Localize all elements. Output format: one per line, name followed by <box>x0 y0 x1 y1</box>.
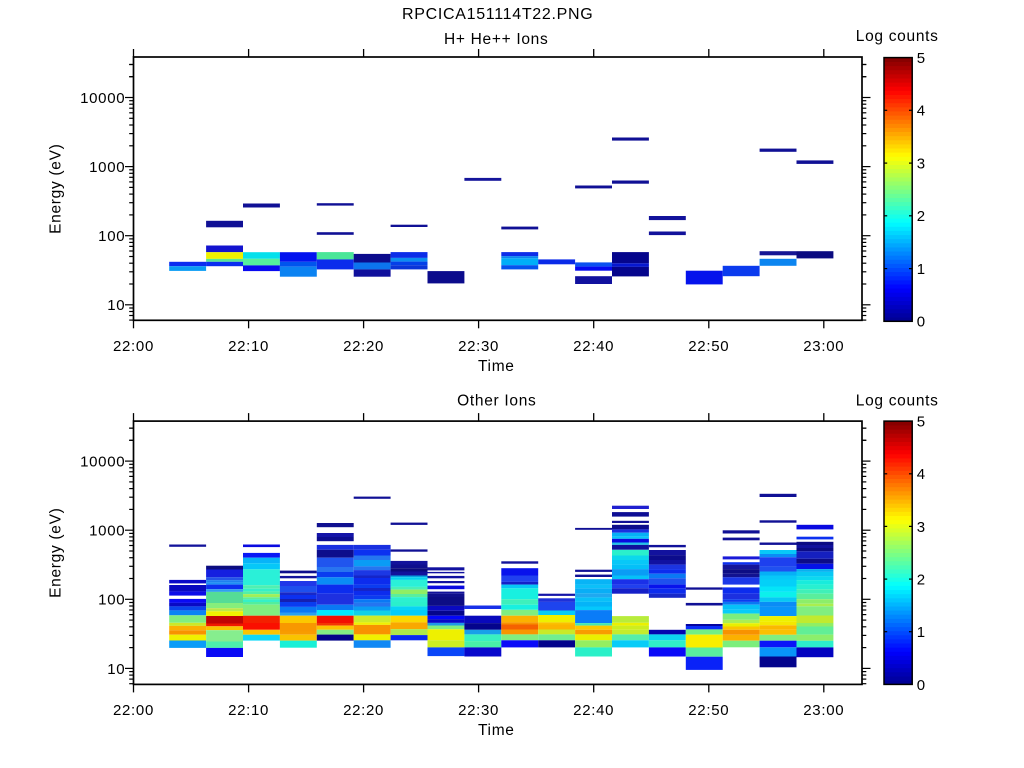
svg-text:1000: 1000 <box>89 523 125 540</box>
svg-text:22:30: 22:30 <box>458 338 499 355</box>
svg-text:22:50: 22:50 <box>688 702 729 719</box>
svg-text:3: 3 <box>917 156 926 173</box>
svg-text:Log counts: Log counts <box>856 393 939 410</box>
svg-text:4: 4 <box>917 103 926 120</box>
svg-text:1: 1 <box>917 261 926 278</box>
svg-text:23:00: 23:00 <box>803 338 844 355</box>
svg-text:H+ He++ Ions: H+ He++ Ions <box>444 31 548 48</box>
svg-text:100: 100 <box>98 228 125 245</box>
svg-text:2: 2 <box>917 572 926 589</box>
svg-text:22:30: 22:30 <box>458 702 499 719</box>
svg-text:3: 3 <box>917 519 926 536</box>
svg-text:10: 10 <box>107 661 125 678</box>
svg-text:1000: 1000 <box>89 159 125 176</box>
svg-text:100: 100 <box>98 592 125 609</box>
svg-text:10000: 10000 <box>80 90 125 107</box>
svg-text:22:20: 22:20 <box>343 338 384 355</box>
svg-text:22:10: 22:10 <box>228 702 269 719</box>
svg-text:22:40: 22:40 <box>573 338 614 355</box>
svg-text:Log counts: Log counts <box>856 28 939 45</box>
svg-text:5: 5 <box>917 414 926 431</box>
svg-text:22:10: 22:10 <box>228 338 269 355</box>
svg-text:22:00: 22:00 <box>113 338 154 355</box>
svg-text:23:00: 23:00 <box>803 702 844 719</box>
svg-text:4: 4 <box>917 466 926 483</box>
svg-text:22:50: 22:50 <box>688 338 729 355</box>
svg-text:0: 0 <box>917 677 926 694</box>
svg-text:22:00: 22:00 <box>113 702 154 719</box>
svg-text:22:20: 22:20 <box>343 702 384 719</box>
svg-text:1: 1 <box>917 624 926 641</box>
svg-text:Time: Time <box>478 358 515 375</box>
svg-text:Other Ions: Other Ions <box>457 393 536 410</box>
svg-text:Time: Time <box>478 722 515 739</box>
svg-text:0: 0 <box>917 314 926 331</box>
svg-text:10000: 10000 <box>80 454 125 471</box>
svg-text:Energy (eV): Energy (eV) <box>48 143 65 233</box>
svg-text:2: 2 <box>917 208 926 225</box>
svg-text:22:40: 22:40 <box>573 702 614 719</box>
svg-text:Energy (eV): Energy (eV) <box>48 507 65 597</box>
svg-text:10: 10 <box>107 297 125 314</box>
svg-text:RPCICA151114T22.PNG: RPCICA151114T22.PNG <box>402 6 593 23</box>
svg-text:5: 5 <box>917 50 926 67</box>
